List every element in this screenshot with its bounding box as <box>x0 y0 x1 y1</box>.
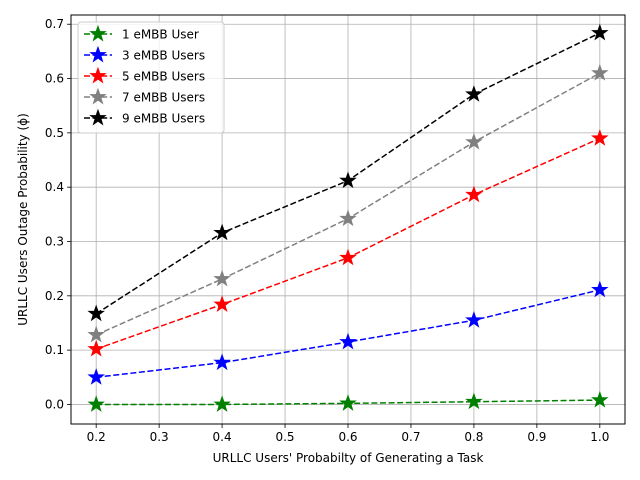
legend-marker <box>89 45 107 63</box>
x-axis-label: URLLC Users' Probabilty of Generating a … <box>213 451 484 465</box>
x-tick-label: 0.7 <box>401 430 420 444</box>
x-tick-label: 0.8 <box>464 430 483 444</box>
x-tick-label: 0.3 <box>150 430 169 444</box>
y-tick-label: 0.6 <box>45 72 64 86</box>
legend-label: 3 eMBB Users <box>122 49 205 63</box>
series-group <box>87 23 609 412</box>
legend: 1 eMBB User 3 eMBB Users 5 eMBB Users 7 eMB… <box>77 21 225 134</box>
data-point <box>213 295 231 312</box>
data-point <box>591 280 609 298</box>
y-tick-label: 0.5 <box>45 126 64 140</box>
data-point <box>465 185 483 203</box>
data-point <box>591 390 609 408</box>
legend-marker <box>89 24 107 42</box>
y-tick-label: 0.7 <box>45 17 64 31</box>
data-point <box>87 325 105 343</box>
y-axis: 0.0 0.1 0.2 0.3 0.4 0.5 0.6 0.7 <box>45 17 71 411</box>
legend-item: 1 eMBB User <box>84 24 199 42</box>
data-point <box>213 223 231 241</box>
series-5 <box>87 23 609 322</box>
legend-label: 5 eMBB Users <box>122 70 205 84</box>
legend-item: 3 eMBB Users <box>84 45 205 63</box>
data-point <box>465 311 483 328</box>
data-point <box>87 304 105 322</box>
legend-marker <box>89 66 107 84</box>
data-point <box>87 368 105 385</box>
x-tick-label: 0.2 <box>87 430 106 444</box>
legend-item: 9 eMBB Users <box>84 108 205 126</box>
data-point <box>591 63 609 81</box>
legend-item: 7 eMBB Users <box>84 87 205 105</box>
series-4 <box>87 63 609 343</box>
x-tick-label: 0.6 <box>338 430 357 444</box>
legend-marker <box>89 108 107 126</box>
data-point <box>591 23 609 41</box>
series-2 <box>87 280 609 385</box>
data-point <box>465 132 483 150</box>
legend-label: 9 eMBB Users <box>122 112 205 126</box>
data-point <box>591 129 609 146</box>
x-tick-label: 0.9 <box>527 430 546 444</box>
series-3 <box>87 129 609 357</box>
data-point <box>339 171 357 189</box>
data-point <box>87 395 105 412</box>
x-axis: 0.2 0.3 0.4 0.5 0.6 0.7 0.8 0.9 1.0 <box>87 424 609 444</box>
data-point <box>213 395 231 412</box>
data-point <box>339 332 357 350</box>
legend-marker <box>89 87 107 105</box>
legend-box <box>77 21 225 134</box>
legend-label: 7 eMBB Users <box>122 91 205 105</box>
y-axis-label: URLLC Users Outage Probability (ϕ) <box>16 113 30 326</box>
legend-label: 1 eMBB User <box>122 28 199 42</box>
data-point <box>465 392 483 410</box>
data-point <box>87 339 105 357</box>
data-point <box>213 353 231 371</box>
data-point <box>339 209 357 227</box>
data-point <box>339 394 357 411</box>
y-tick-label: 0.2 <box>45 289 64 303</box>
y-tick-label: 0.0 <box>45 397 64 411</box>
x-tick-label: 0.5 <box>275 430 294 444</box>
legend-item: 5 eMBB Users <box>84 66 205 84</box>
series-1 <box>87 390 609 412</box>
x-tick-label: 0.4 <box>213 430 232 444</box>
data-point <box>213 269 231 287</box>
x-tick-label: 1.0 <box>590 430 609 444</box>
grid-lines <box>71 15 625 424</box>
y-tick-label: 0.4 <box>45 180 64 194</box>
data-point <box>465 85 483 102</box>
y-tick-label: 0.1 <box>45 343 64 357</box>
y-tick-label: 0.3 <box>45 234 64 248</box>
data-point <box>339 248 357 266</box>
